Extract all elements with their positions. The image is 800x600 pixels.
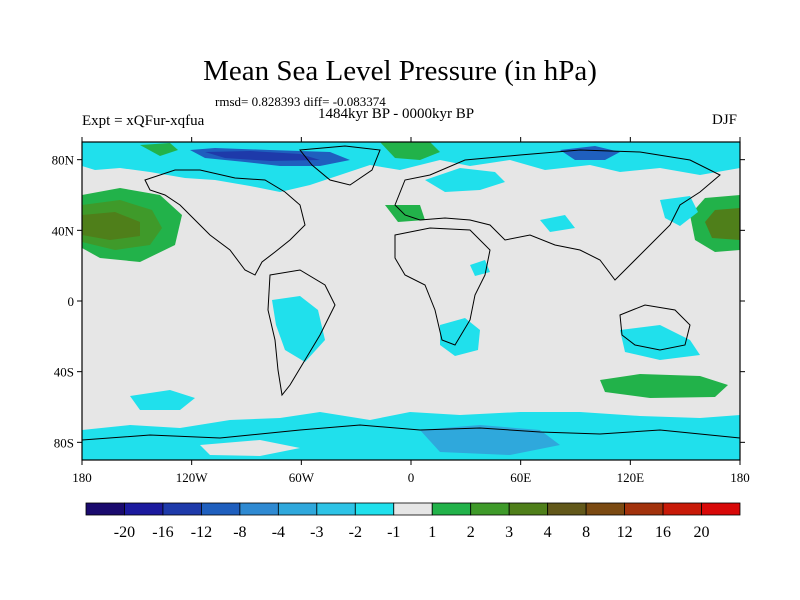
lon-tick-label: 60W xyxy=(289,470,315,485)
lon-tick-label: 120W xyxy=(176,470,209,485)
map-background xyxy=(82,142,740,460)
lon-tick-label: 60E xyxy=(510,470,531,485)
colorbar-label: -12 xyxy=(191,524,212,541)
colorbar-swatch xyxy=(662,502,702,516)
colorbar-swatch xyxy=(354,502,395,516)
north-pacific-high-core xyxy=(82,212,140,240)
colorbar-swatch xyxy=(585,502,625,516)
lat-tick-label: 40N xyxy=(52,223,75,238)
arctic-canada-core xyxy=(205,151,320,161)
colorbar-swatch xyxy=(431,502,472,516)
greenland-coast xyxy=(299,145,381,186)
rmsd-diff-stats: rmsd= 0.828393 diff= -0.083374 xyxy=(215,94,386,109)
lon-ticks: 180 120W 60W 0 60E 120E 180 xyxy=(72,137,750,485)
lon-tick-label: 180 xyxy=(730,470,750,485)
south-pacific-low-patch xyxy=(130,390,195,410)
colorbar-label: -1 xyxy=(387,524,400,541)
lon-tick-label: 180 xyxy=(72,470,92,485)
colorbar-labels: -20 -16 -12 -8 -4 -3 -2 -1 1 2 3 4 8 12 16 20 xyxy=(114,524,710,541)
colorbar-swatch xyxy=(701,502,741,516)
colorbar-swatch xyxy=(508,502,549,516)
experiment-label: Expt = xQFur-xqfua xyxy=(82,113,205,129)
colorbar-label: -20 xyxy=(114,524,135,541)
australia-coast xyxy=(619,304,691,351)
colorbar-swatch xyxy=(624,502,664,516)
antarctica-coast xyxy=(82,424,740,441)
southern-ocean-high xyxy=(600,374,728,398)
antarctic-neutral-gap xyxy=(200,440,300,456)
colorbar-swatch xyxy=(277,502,318,516)
greenland-positive-patch xyxy=(140,143,178,156)
colorbar-label: 8 xyxy=(582,524,590,541)
colorbar-label: 4 xyxy=(544,524,552,541)
map-title: Mean Sea Level Pressure (in hPa) xyxy=(203,55,597,87)
colorbar-label: -3 xyxy=(310,524,323,541)
lat-tick-label: 80N xyxy=(52,153,75,168)
anomaly-fields xyxy=(82,142,740,460)
colorbar-swatch xyxy=(162,502,202,516)
eurasia-coast xyxy=(394,149,721,281)
tropical-low-patch xyxy=(540,215,575,232)
coastlines xyxy=(82,145,740,441)
colorbar-swatch xyxy=(547,502,587,516)
nw-pacific-high-core xyxy=(705,208,740,240)
colorbar-swatch xyxy=(85,502,125,516)
colorbar-label: 3 xyxy=(505,524,513,541)
south-america-coast xyxy=(267,269,336,397)
colorbar-label: 1 xyxy=(428,524,436,541)
lat-tick-label: 80S xyxy=(54,435,74,450)
colorbar-label: -2 xyxy=(349,524,362,541)
north-america-coast xyxy=(144,169,306,276)
colorbar-label: -8 xyxy=(233,524,246,541)
colorbar-label: 2 xyxy=(467,524,475,541)
colorbar-label: 20 xyxy=(694,524,710,541)
colorbar-swatch xyxy=(470,502,510,516)
colorbar-label: -16 xyxy=(152,524,173,541)
japan-low-patch xyxy=(660,196,698,226)
lat-ticks: 80N 40N 0 40S 80S xyxy=(52,153,745,450)
colorbar-label: 16 xyxy=(655,524,671,541)
colorbar-boxes xyxy=(85,502,741,516)
europe-low-region xyxy=(425,168,505,192)
colorbar-swatch xyxy=(393,502,433,516)
colorbar-swatch xyxy=(239,502,279,516)
south-america-low xyxy=(272,296,325,362)
colorbar-swatch xyxy=(316,502,356,516)
colorbar-swatch xyxy=(124,502,164,516)
siberian-low xyxy=(560,146,620,160)
colorbar-label: -4 xyxy=(272,524,285,541)
lat-tick-label: 40S xyxy=(54,365,74,380)
lon-tick-label: 0 xyxy=(408,470,415,485)
europe-positive-patch xyxy=(385,205,425,222)
africa-coast xyxy=(394,227,491,346)
arctic-positive-patch xyxy=(380,142,440,160)
australia-low xyxy=(620,325,700,360)
lon-tick-label: 120E xyxy=(617,470,645,485)
season-label: DJF xyxy=(712,112,738,128)
colorbar-label: 12 xyxy=(617,524,633,541)
period-label: 1484kyr BP - 0000kyr BP xyxy=(318,106,475,122)
colorbar-swatch xyxy=(201,502,241,516)
north-africa-low-patch xyxy=(470,260,490,276)
antarctic-low-core xyxy=(420,425,560,455)
lat-tick-label: 0 xyxy=(68,294,75,309)
